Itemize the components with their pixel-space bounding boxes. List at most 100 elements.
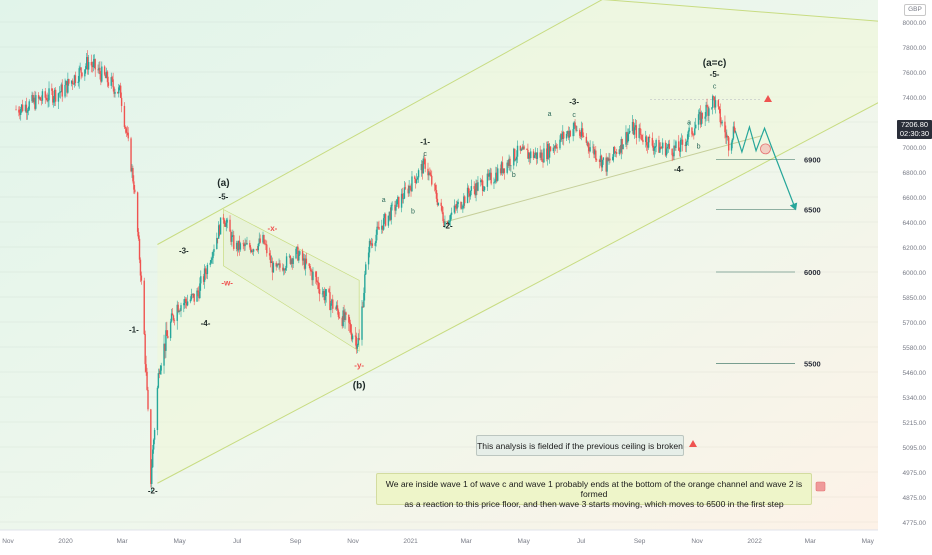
candle-body [641,135,643,140]
candle-body [662,142,664,149]
wave-label: -2- [148,486,158,495]
target-level-label: 6500 [804,206,821,215]
candle-body [728,137,730,151]
candle-body [73,75,76,85]
breakout-marker[interactable] [760,143,771,155]
candle-body [84,69,86,77]
candle-body [382,218,385,230]
candle-body [423,158,425,160]
candle-body [628,132,630,135]
candle-body [530,151,532,159]
candle-body [120,97,123,106]
scenario-note[interactable]: We are inside wave 1 of wave c and wave … [376,473,812,509]
candle-body [172,315,175,321]
projection-path[interactable] [734,124,798,211]
channel-line[interactable] [602,0,890,23]
candle-body [376,226,378,235]
warning-note[interactable]: This analysis is fielded if the previous… [476,435,684,456]
candle-body [461,207,463,209]
candle-body [503,168,506,173]
candle-body [521,148,523,150]
wave-label: -5- [219,193,229,202]
candle-body [60,84,62,93]
candle-body [579,130,581,136]
currency-badge[interactable]: GBP [904,4,926,16]
candle-body [106,71,109,83]
channel-line[interactable] [157,96,890,484]
candle-body [626,132,628,143]
candle-body [477,182,479,191]
candle-body [144,334,146,365]
trend-line[interactable] [444,135,762,223]
candle-body [455,207,457,209]
candle-body [54,89,57,102]
warning-icon-note[interactable] [689,440,697,447]
candle-body [277,263,279,265]
note-pin-icon[interactable] [815,481,826,492]
wave-label: -3- [179,246,189,255]
candle-body [598,159,601,163]
candle-body [131,168,133,172]
candle-body [632,121,635,135]
candle-body [266,244,268,254]
candle-body [325,289,327,297]
candle-body [183,303,185,306]
candle-body [554,145,556,149]
candle-body [613,146,615,157]
candle-body [510,165,512,167]
candle-body [152,449,154,468]
candle-body [697,114,700,125]
x-tick-label: May [862,538,875,545]
candle-body [711,107,713,109]
candle-body [686,139,688,143]
candle-body [197,290,199,293]
candle-body [132,168,134,182]
candle-body [695,124,697,129]
candle-body [704,116,706,119]
candle-body [688,127,690,132]
candle-body [506,162,508,173]
candle-body [222,217,225,220]
candle-body [441,206,443,213]
candle-body [169,321,172,339]
candle-body [449,214,452,221]
x-tick-label: Sep [634,538,646,545]
candle-body [487,173,490,177]
candle-body [190,294,193,300]
candle-body [565,133,568,139]
channel-line[interactable] [157,0,603,245]
candle-body [309,266,311,270]
candle-body [125,128,128,133]
y-tick-label: 6600.00 [903,195,927,202]
candle-body [681,139,684,145]
candle-body [365,264,367,275]
candle-body [410,187,412,192]
candle-body [105,71,108,79]
candle-body [39,97,42,101]
candle-body [615,152,618,154]
candle-body [621,139,623,150]
candle-body [20,109,22,115]
candle-body [48,88,50,101]
y-tick-label: 5850.00 [903,295,927,302]
candle-body [463,196,465,206]
candle-body [698,111,701,115]
price-axis[interactable] [878,0,932,550]
candle-body [408,185,410,194]
candle-body [727,136,729,138]
candle-body [317,282,320,290]
candle-body [622,144,624,150]
candle-body [625,132,627,145]
candle-body [153,430,156,440]
candle-body [364,274,366,293]
candle-body [543,148,545,163]
candle-body [343,310,345,320]
candle-body [53,98,55,103]
candle-body [349,324,352,333]
candle-body [713,97,716,108]
warning-icon-ceiling[interactable] [764,95,772,102]
time-axis[interactable] [0,530,932,550]
target-level-label: 5500 [804,360,821,369]
